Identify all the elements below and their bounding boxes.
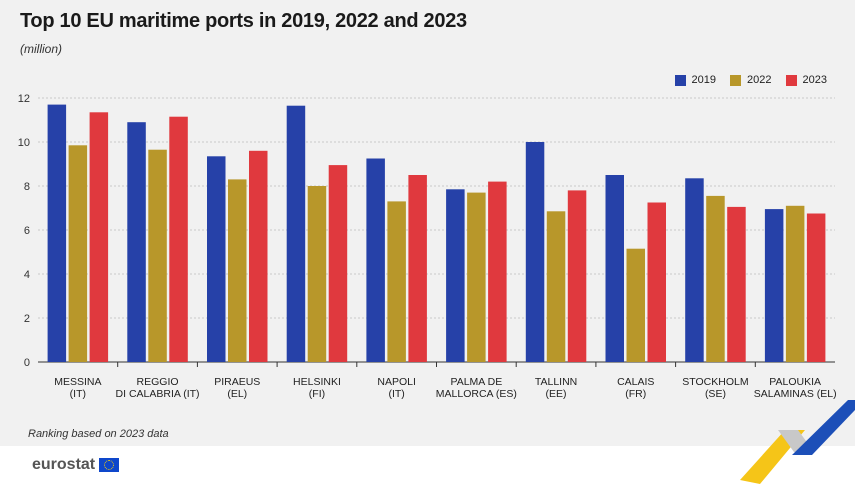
x-category-label: DI CALABRIA (IT) xyxy=(116,388,200,400)
corner-decoration-icon xyxy=(740,400,855,484)
bar-2022 xyxy=(467,192,486,362)
legend-label-2023: 2023 xyxy=(802,74,827,86)
x-category-label: TALLINN xyxy=(535,376,577,388)
legend-item-2023: 2023 xyxy=(785,74,827,86)
bar-2022 xyxy=(626,248,645,362)
x-category-label: MALLORCA (ES) xyxy=(436,388,517,400)
y-tick-label: 6 xyxy=(24,225,30,237)
bar-2023 xyxy=(647,202,666,362)
x-category-label: (IT) xyxy=(70,388,86,400)
x-category-label: (FR) xyxy=(625,388,646,400)
y-tick-label: 12 xyxy=(18,93,30,105)
ranking-note: Ranking based on 2023 data xyxy=(28,428,169,440)
x-category-label: PALMA DE xyxy=(450,376,502,388)
eu-flag-icon xyxy=(99,458,120,472)
y-tick-label: 4 xyxy=(24,269,30,281)
legend-label-2019: 2019 xyxy=(691,74,717,86)
bar-2023 xyxy=(488,181,507,362)
y-tick-label: 2 xyxy=(24,313,30,325)
legend-label-2022: 2022 xyxy=(747,74,772,86)
legend-swatch-2022 xyxy=(730,74,742,86)
x-category-label: (IT) xyxy=(388,388,404,400)
x-category-label: REGGIO xyxy=(137,376,179,388)
y-tick-label: 10 xyxy=(18,137,30,149)
bar-2019 xyxy=(685,178,704,362)
x-category-label: (FI) xyxy=(309,388,325,400)
bar-2019 xyxy=(286,105,306,362)
bar-2022 xyxy=(706,195,725,362)
x-category-label: MESSINA xyxy=(54,376,101,388)
bar-2023 xyxy=(567,190,587,362)
chart-subtitle: (million) xyxy=(20,42,62,56)
bar-2023 xyxy=(408,175,427,362)
bar-2022 xyxy=(68,145,88,362)
x-category-label: HELSINKI xyxy=(293,376,341,388)
logo-text: eurostat xyxy=(32,456,96,473)
bar-2019 xyxy=(446,189,465,362)
x-category-label: (SE) xyxy=(705,388,726,400)
legend-swatch-2023 xyxy=(785,74,797,86)
bar-2019 xyxy=(525,142,545,362)
chart-title: Top 10 EU maritime ports in 2019, 2022 a… xyxy=(20,10,467,32)
footer-bar xyxy=(0,446,855,484)
x-category-label: SALAMINAS (EL) xyxy=(754,388,837,400)
legend-item-2019: 2019 xyxy=(674,74,717,86)
x-category-label: PALOUKIA xyxy=(769,376,821,388)
bar-2022 xyxy=(228,179,247,362)
bar-2022 xyxy=(387,201,406,362)
x-category-label: (EL) xyxy=(227,388,247,400)
bar-2023 xyxy=(727,206,746,362)
legend-item-2022: 2022 xyxy=(730,74,772,86)
x-category-label: CALAIS xyxy=(617,376,654,388)
bar-2019 xyxy=(127,122,146,362)
bar-2022 xyxy=(148,149,167,362)
bar-2019 xyxy=(764,209,784,362)
bar-2022 xyxy=(785,205,805,362)
bar-2023 xyxy=(169,116,188,362)
bar-2023 xyxy=(328,165,348,362)
x-category-label: (EE) xyxy=(546,388,567,400)
chart-legend: 2019 2022 2023 xyxy=(674,74,827,86)
bar-2023 xyxy=(249,150,268,362)
legend-swatch-2019 xyxy=(674,74,686,86)
y-tick-label: 0 xyxy=(24,357,30,369)
eurostat-logo: eurostat xyxy=(32,456,120,474)
bar-2019 xyxy=(47,104,67,362)
bar-2022 xyxy=(546,211,566,362)
bar-2023 xyxy=(89,112,109,362)
bar-2023 xyxy=(806,213,826,362)
bar-2019 xyxy=(366,158,385,362)
x-category-label: NAPOLI xyxy=(377,376,416,388)
bar-2022 xyxy=(307,186,327,362)
x-category-label: STOCKHOLM xyxy=(682,376,748,388)
bar-2019 xyxy=(605,175,624,362)
bar-2019 xyxy=(207,156,226,362)
x-category-label: PIRAEUS xyxy=(214,376,260,388)
y-tick-label: 8 xyxy=(24,181,30,193)
